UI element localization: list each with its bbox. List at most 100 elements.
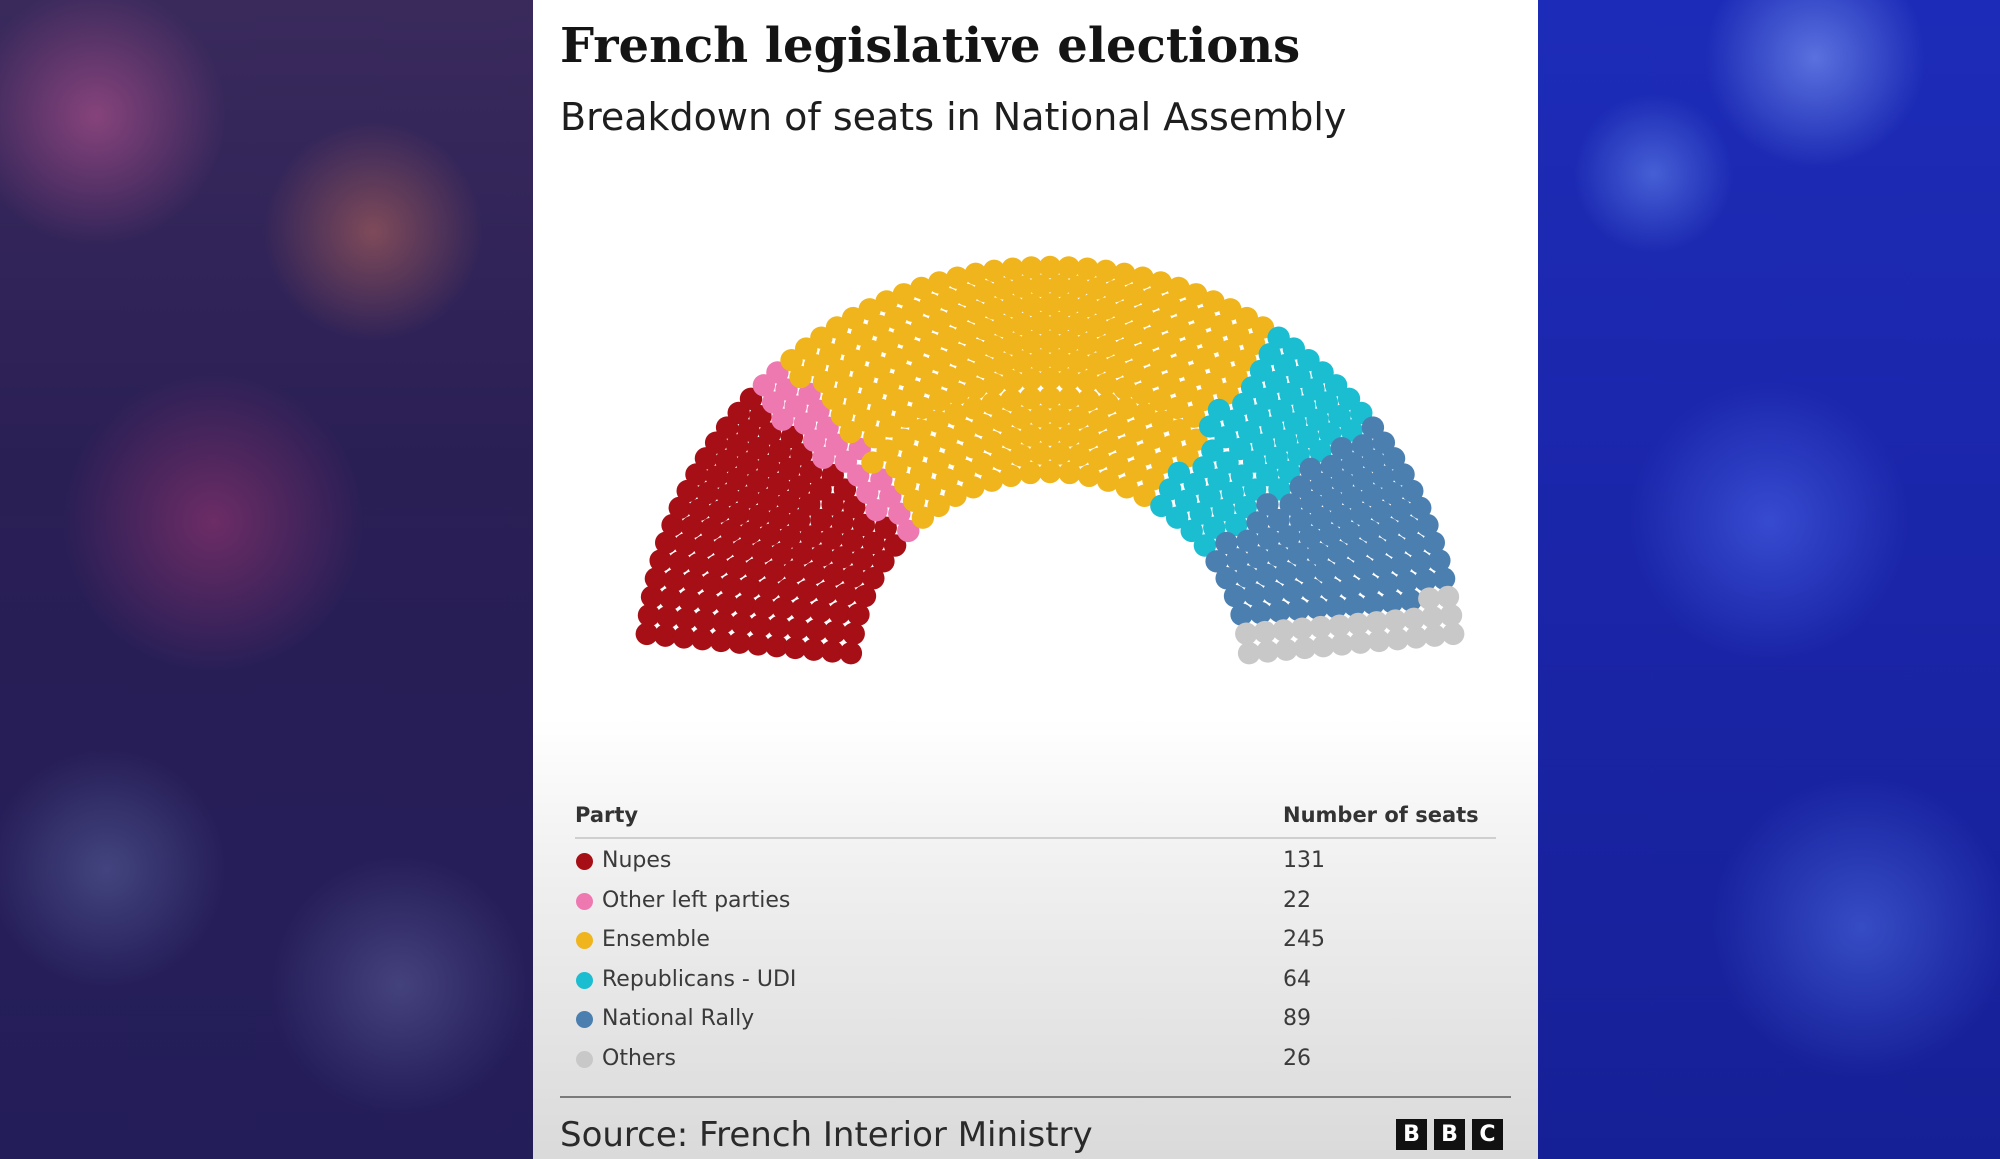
seat-dot: [1215, 531, 1238, 555]
seat-dot: [910, 316, 933, 339]
seat-dot: [874, 516, 897, 539]
seat-dot: [778, 525, 802, 548]
seat-dot: [876, 331, 899, 354]
party-name: Others: [602, 1045, 676, 1071]
seat-dot: [663, 569, 686, 592]
seat-dot: [1314, 559, 1337, 583]
seat-dot: [911, 396, 934, 420]
seat-dot: [730, 612, 754, 636]
seat-dot: [1350, 502, 1373, 526]
seat-dot: [1267, 508, 1290, 532]
seat-dot: [676, 479, 699, 503]
seat-dot: [1277, 525, 1300, 548]
seat-dot: [973, 317, 996, 341]
seat-dot: [1442, 622, 1465, 646]
seat-dot: [1066, 350, 1090, 373]
seat-dot: [981, 430, 1004, 454]
seat-dot: [1236, 529, 1259, 552]
seat-dot: [674, 607, 698, 631]
seat-dot: [680, 515, 704, 539]
seat-dot: [1235, 565, 1258, 588]
seat-dot: [791, 542, 814, 565]
seat-dot: [1341, 486, 1364, 509]
seat-dot: [1246, 511, 1269, 534]
seat-dot: [1150, 494, 1173, 518]
seat-dot: [1215, 567, 1238, 590]
seat-dot: [1019, 386, 1042, 410]
seat-dot: [700, 517, 723, 541]
seat-dot: [1140, 326, 1163, 350]
seat-dot: [1150, 451, 1174, 475]
seat-dot: [1000, 388, 1023, 412]
party-name: National Rally: [602, 1006, 755, 1031]
seat-dot: [1097, 469, 1120, 492]
seat-dot: [926, 410, 949, 433]
seat-dot: [872, 550, 895, 573]
seat-dot: [649, 549, 672, 572]
seat-dot: [1305, 596, 1329, 620]
seat-dot: [1423, 624, 1446, 647]
seat-dot: [1165, 506, 1189, 529]
seat-dot: [701, 572, 724, 596]
seat-dot: [1131, 304, 1154, 328]
seat-dot: [964, 338, 987, 362]
seat-dot: [1096, 430, 1119, 454]
seat-dot: [1198, 485, 1221, 508]
seat-dot: [682, 570, 705, 594]
seat-dot: [1300, 490, 1323, 514]
seat-dot: [981, 392, 1004, 415]
seat-dot: [1361, 484, 1384, 507]
seat-dot: [716, 484, 739, 507]
party-seat-count: 64: [1283, 966, 1311, 992]
seat-dot: [884, 306, 907, 330]
seat-dot: [1307, 542, 1330, 565]
seat-dot: [1029, 349, 1052, 372]
seat-dot: [1094, 297, 1118, 320]
seat-dot: [1320, 577, 1343, 601]
seat-dot: [1372, 465, 1395, 488]
seat-dot: [1266, 544, 1290, 567]
seat-dot: [1221, 481, 1244, 504]
seat-dot: [1287, 598, 1310, 621]
seat-dot: [822, 563, 845, 586]
seat-dot: [892, 283, 916, 306]
legend-row: Republicans - UDI 64: [575, 958, 1496, 998]
seat-dot: [911, 506, 935, 529]
seat-dot: [738, 576, 762, 599]
seat-dot: [1020, 256, 1043, 279]
seat-dot: [850, 323, 874, 346]
seat-dot: [1166, 356, 1190, 379]
seat-dot: [944, 403, 967, 426]
seat-dot: [973, 355, 996, 379]
bbc-logo: B B C: [1396, 1119, 1503, 1150]
seat-dot: [1184, 283, 1208, 306]
seat-dot: [1140, 365, 1163, 389]
seat-dot: [946, 382, 969, 405]
seat-dot: [1029, 405, 1052, 428]
seat-dot: [1076, 257, 1099, 280]
seat-dot: [901, 299, 924, 323]
seat-dot: [971, 452, 994, 476]
seat-dot: [1395, 570, 1418, 594]
seat-dot: [763, 559, 786, 583]
seat-dot: [962, 397, 985, 420]
seat-dot: [856, 481, 879, 504]
seat-dot: [982, 297, 1006, 320]
seat-dot: [1010, 275, 1034, 298]
seat-dot: [1122, 321, 1145, 345]
seat-dot: [990, 409, 1014, 432]
seat-dot: [928, 349, 951, 372]
seat-dot: [834, 583, 857, 606]
seat-dot: [885, 456, 908, 479]
seat-dot: [1029, 274, 1052, 297]
seat-dot: [1230, 464, 1253, 487]
seat-dot: [1402, 607, 1426, 631]
seat-dot: [1029, 311, 1052, 335]
seat-dot: [1392, 463, 1415, 486]
seat-dot: [910, 356, 934, 379]
seat-dot: [851, 548, 874, 571]
seat-dot: [909, 418, 932, 442]
legend-row: Ensemble 245: [575, 918, 1496, 958]
bbc-logo-letter: B: [1396, 1119, 1427, 1150]
seat-dot: [802, 638, 825, 661]
